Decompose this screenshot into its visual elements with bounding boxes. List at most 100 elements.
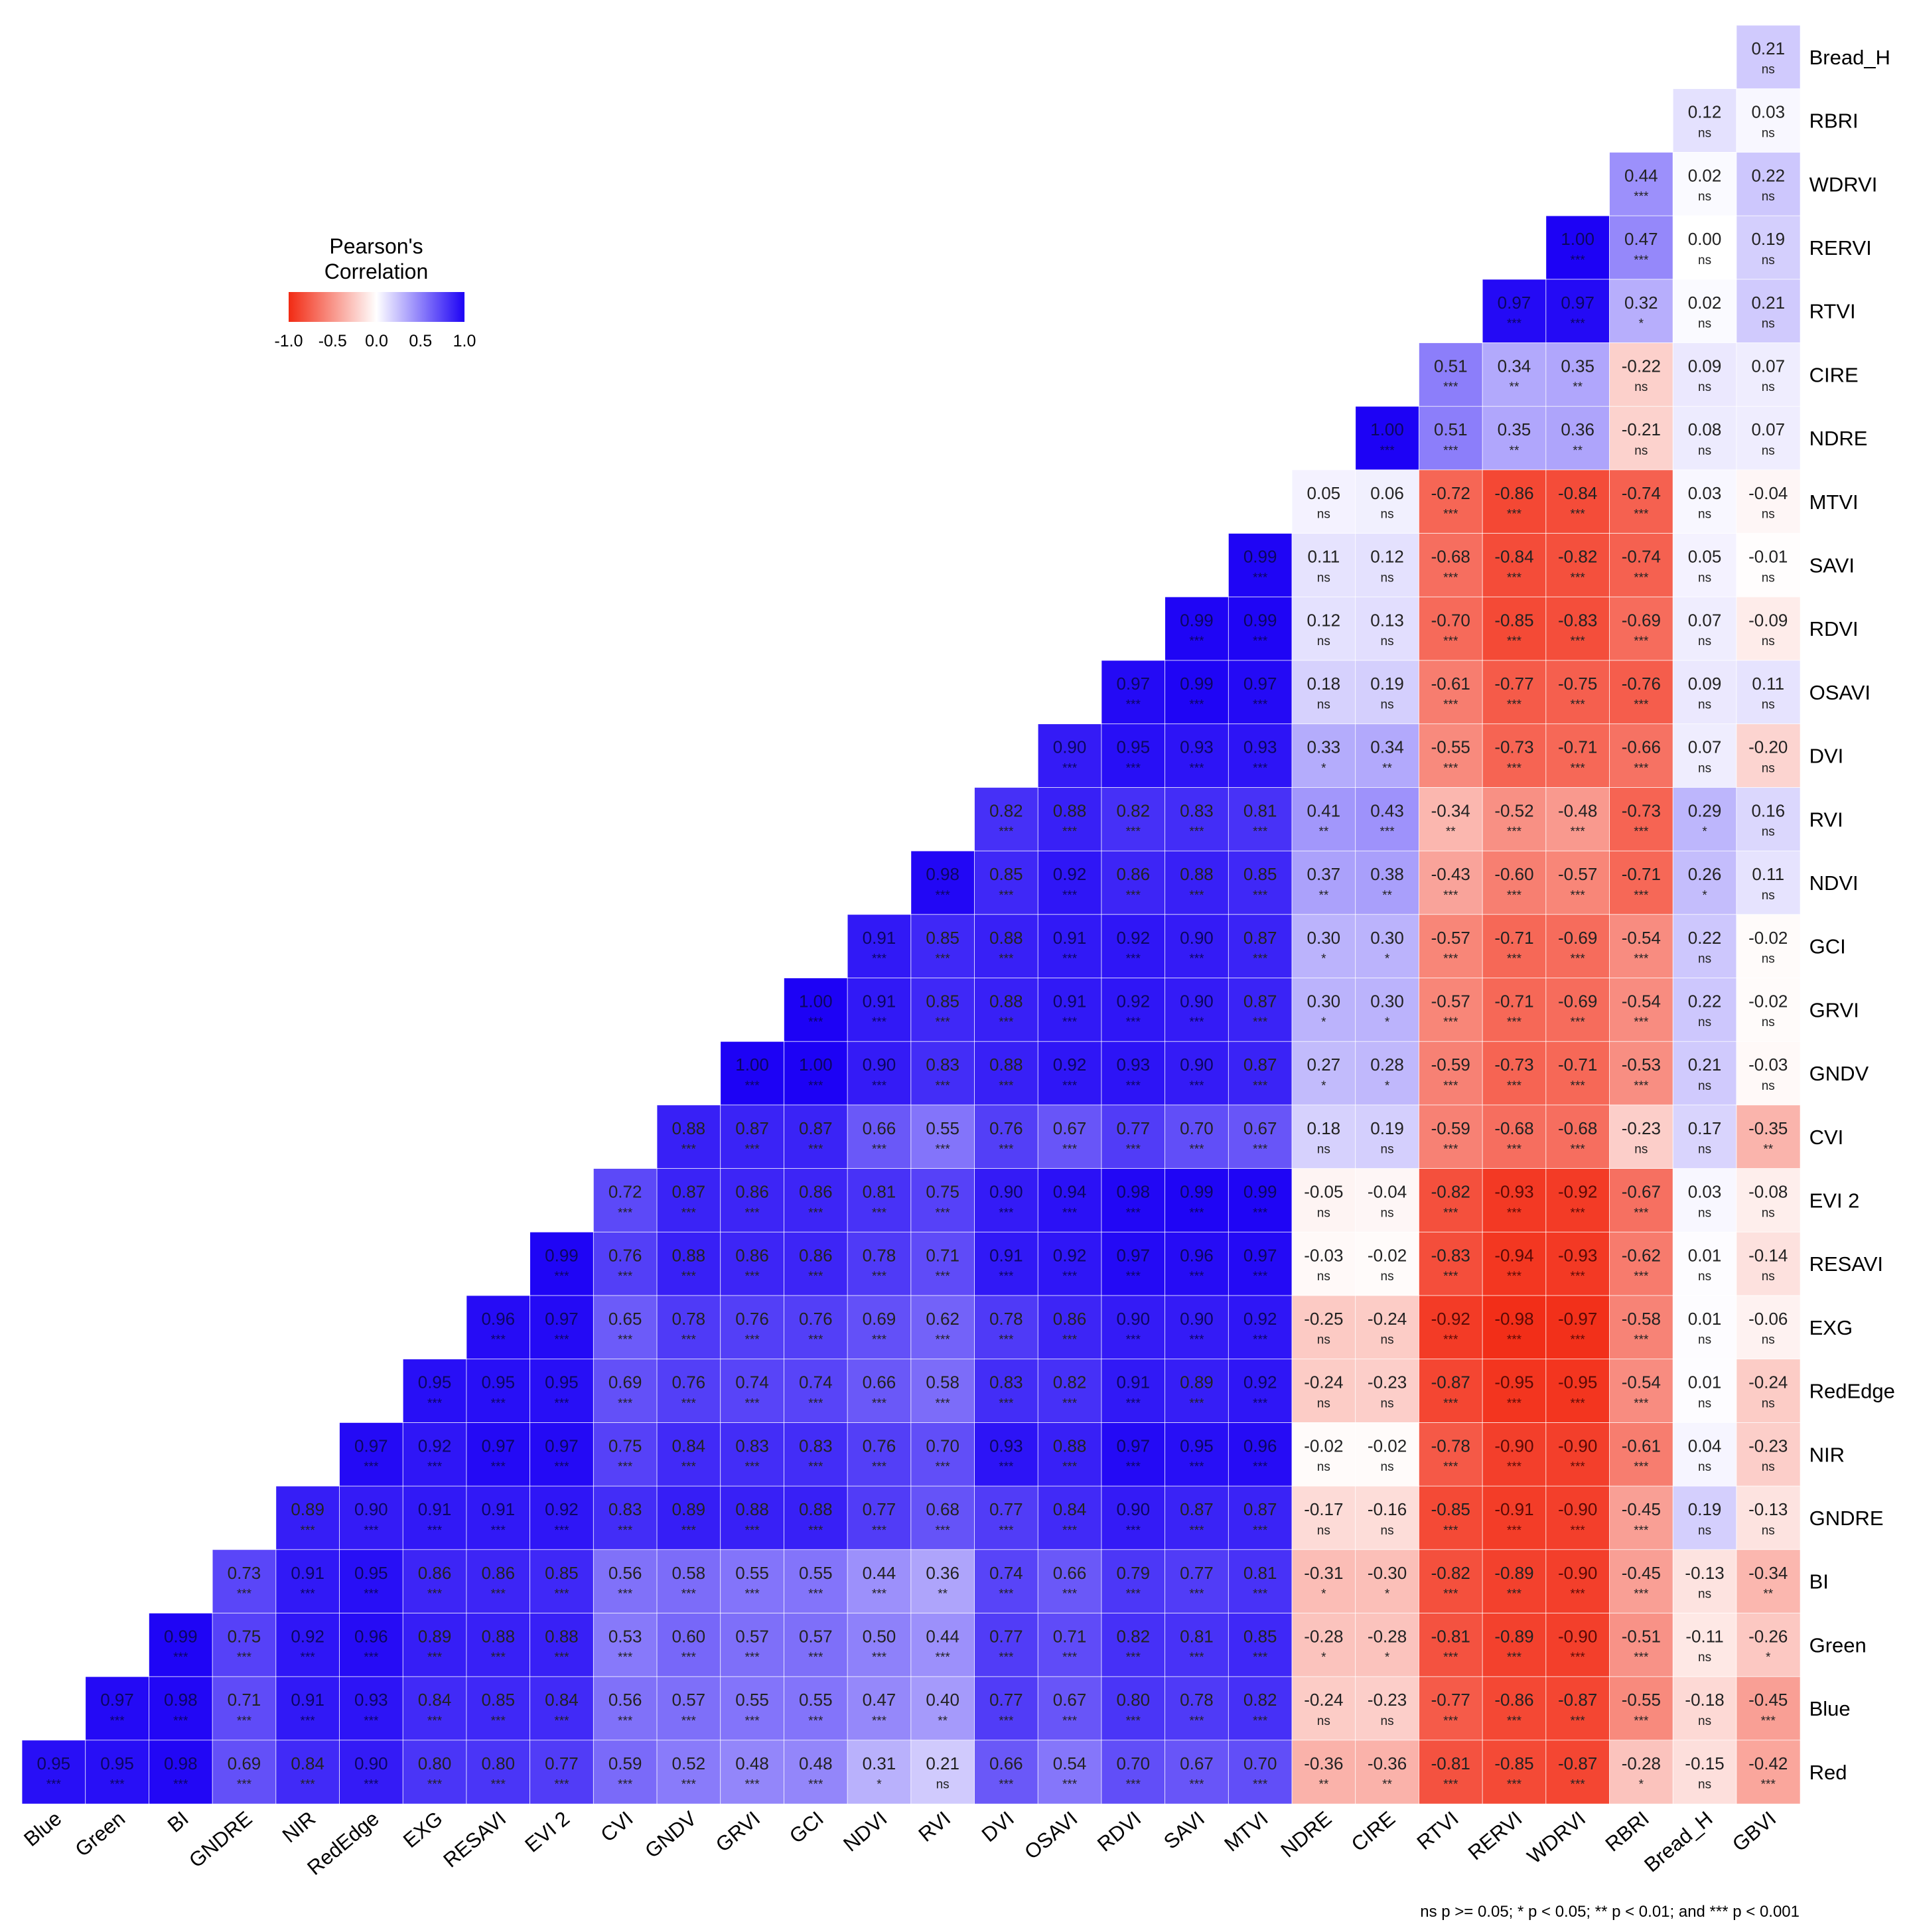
cell-value: 0.78 xyxy=(1180,1690,1214,1710)
cell-significance: ** xyxy=(1446,825,1456,839)
cell-value: 0.86 xyxy=(735,1182,769,1202)
cell-value: 0.97 xyxy=(1116,674,1150,694)
cell-value: -0.82 xyxy=(1431,1182,1470,1202)
cell-significance: *** xyxy=(1126,1778,1141,1792)
heatmap-cell: -0.87*** xyxy=(1545,1676,1610,1741)
cell-value: -0.70 xyxy=(1431,610,1470,630)
cell-color xyxy=(1101,1104,1166,1169)
cell-significance: *** xyxy=(1571,1143,1586,1157)
heatmap-cell: -0.68*** xyxy=(1545,1104,1610,1169)
cell-significance: *** xyxy=(808,1460,823,1474)
row-label: RERVI xyxy=(1809,236,1872,260)
cell-significance: *** xyxy=(936,889,951,903)
heatmap-cell: 0.71*** xyxy=(910,1231,975,1296)
heatmap-cell: 0.99*** xyxy=(1165,660,1230,725)
cell-significance: *** xyxy=(1571,1778,1586,1792)
heatmap-cell: 0.85*** xyxy=(1228,1613,1293,1678)
heatmap-cell: 0.36 ** xyxy=(1545,406,1610,471)
cell-color xyxy=(1101,1740,1166,1805)
column-label: RBRI xyxy=(1601,1807,1654,1856)
cell-value: -0.71 xyxy=(1622,864,1661,884)
cell-value: 0.19 xyxy=(1751,229,1785,249)
cell-significance: *** xyxy=(1507,1714,1522,1728)
heatmap-cell: 0.82*** xyxy=(1037,1359,1102,1424)
cell-color xyxy=(1736,723,1801,788)
cell-value: 0.71 xyxy=(926,1245,959,1265)
cell-value: 0.66 xyxy=(989,1753,1023,1773)
cell-color xyxy=(784,1295,849,1360)
heatmap-cell: 0.90*** xyxy=(1101,1485,1166,1550)
cell-color xyxy=(1355,1676,1420,1741)
heatmap-cell: -0.93*** xyxy=(1545,1231,1610,1296)
cell-significance: *** xyxy=(618,1714,633,1728)
legend-title-line-2: Correlation xyxy=(324,260,429,283)
heatmap-cell: 0.70*** xyxy=(910,1422,975,1487)
heatmap-cell: 0.35** xyxy=(1545,342,1610,408)
cell-color xyxy=(1228,1676,1293,1741)
cell-significance: *** xyxy=(427,1588,443,1601)
cell-significance: *** xyxy=(1126,1079,1141,1093)
cell-significance: *** xyxy=(808,1143,823,1157)
cell-significance: *** xyxy=(1062,1714,1078,1728)
cell-value: 0.55 xyxy=(926,1118,959,1138)
cell-value: 0.97 xyxy=(1243,1245,1277,1265)
cell-significance: * xyxy=(1385,1588,1390,1601)
heatmap-cell: 0.58*** xyxy=(656,1549,721,1614)
row-label: Blue xyxy=(1809,1697,1851,1720)
cell-significance: * xyxy=(1639,317,1644,331)
cell-significance: * xyxy=(1321,1015,1326,1029)
cell-value: 0.91 xyxy=(291,1563,324,1583)
row-label: GCI xyxy=(1809,935,1846,958)
cell-significance: *** xyxy=(491,1588,506,1601)
cell-significance: ** xyxy=(1573,444,1583,458)
cell-value: 0.41 xyxy=(1307,800,1341,820)
cell-value: 0.34 xyxy=(1370,737,1404,757)
cell-value: -0.57 xyxy=(1431,992,1470,1011)
cell-value: 0.13 xyxy=(1370,610,1404,630)
heatmap-cell: 0.78*** xyxy=(974,1295,1039,1360)
cell-color xyxy=(656,1231,721,1296)
cell-significance: *** xyxy=(1507,698,1522,712)
cell-value: 0.01 xyxy=(1688,1309,1722,1329)
heatmap-cell: 0.99*** xyxy=(1228,1168,1293,1233)
cell-significance: *** xyxy=(872,1270,887,1284)
cell-significance: *** xyxy=(872,952,887,966)
cell-color xyxy=(1355,1422,1420,1487)
cell-significance: ** xyxy=(1382,889,1392,903)
heatmap-cell: -0.77*** xyxy=(1418,1676,1483,1741)
cell-significance: * xyxy=(1385,1079,1390,1093)
cell-value: 0.36 xyxy=(1561,419,1594,439)
cell-color xyxy=(339,1613,404,1678)
cell-value: -0.31 xyxy=(1304,1563,1343,1583)
heatmap-cell: -0.51*** xyxy=(1609,1613,1674,1678)
cell-color xyxy=(1672,850,1737,915)
cell-significance: *** xyxy=(1571,1588,1586,1601)
cell-significance: ** xyxy=(1318,1778,1328,1792)
cell-color xyxy=(1291,1041,1356,1106)
cell-significance: *** xyxy=(1443,1714,1458,1728)
cell-significance: *** xyxy=(1189,1206,1204,1220)
heatmap-cell: 0.88*** xyxy=(1037,1422,1102,1487)
cell-significance: ns xyxy=(1698,698,1711,712)
heatmap-cell: -0.35** xyxy=(1736,1104,1801,1169)
cell-color xyxy=(1291,1168,1356,1233)
cell-value: 0.69 xyxy=(608,1373,642,1392)
heatmap-cell: -0.90*** xyxy=(1545,1549,1610,1614)
cell-value: 0.21 xyxy=(926,1753,959,1773)
legend-tick-label: -1.0 xyxy=(274,332,303,350)
cell-color xyxy=(1482,1295,1547,1360)
cell-significance: *** xyxy=(618,1778,633,1792)
heatmap-cell: 0.62*** xyxy=(910,1295,975,1360)
cell-color xyxy=(1545,723,1610,788)
cell-significance: *** xyxy=(808,1524,823,1538)
cell-significance: *** xyxy=(1761,1714,1776,1728)
cell-significance: *** xyxy=(936,1015,951,1029)
heatmap-cell: 0.92*** xyxy=(530,1485,595,1550)
cell-value: 0.44 xyxy=(926,1627,959,1647)
cell-color xyxy=(1609,596,1674,661)
cell-significance: ns xyxy=(1698,444,1711,458)
